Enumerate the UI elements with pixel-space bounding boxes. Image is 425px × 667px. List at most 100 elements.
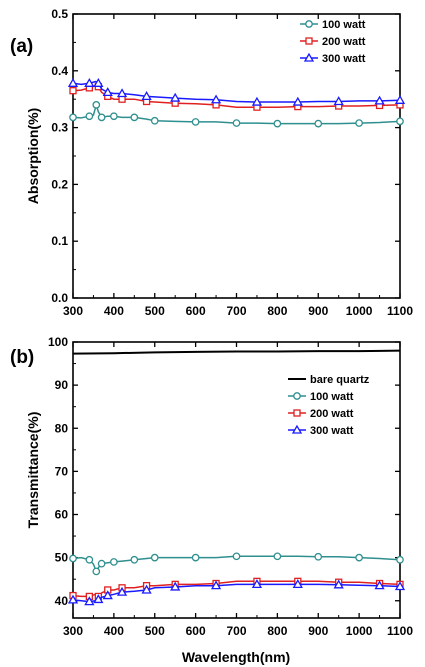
legend-swatch-marker	[305, 37, 313, 45]
series-300-watt	[67, 77, 406, 106]
data-point	[232, 119, 241, 127]
x-tick-label: 800	[267, 304, 287, 318]
data-point	[355, 553, 363, 562]
data-point	[273, 552, 282, 561]
data-point	[150, 553, 159, 562]
legend-swatch-marker	[303, 52, 315, 62]
data-point	[85, 555, 94, 564]
series-100-watt	[69, 552, 404, 576]
legend-item-300-watt: 300 watt	[288, 424, 354, 437]
data-point	[130, 113, 139, 122]
y-tick-label: 60	[55, 508, 69, 522]
y-tick-label: 80	[55, 421, 69, 435]
x-tick-label: 500	[145, 624, 165, 638]
data-point	[232, 552, 241, 561]
legend-swatch-marker	[293, 409, 301, 417]
data-point	[394, 95, 406, 104]
panel-a-absorption: 300 400 500 600 700 800 900 1000 1100 0.0 0.1 0.2 0.…	[10, 7, 413, 318]
x-tick-label: 900	[308, 304, 328, 318]
data-point	[314, 119, 323, 128]
data-point	[97, 113, 106, 122]
legend-item-300-watt: 300 watt	[300, 52, 366, 65]
y-tick-label: 0.4	[51, 64, 68, 78]
x-tick-label: 700	[226, 624, 246, 638]
legend-item-200-watt: 200 watt	[288, 408, 354, 420]
x-tick-label: 600	[186, 624, 206, 638]
data-point	[93, 77, 104, 87]
legend-label: bare quartz	[310, 374, 370, 386]
data-point	[102, 590, 113, 600]
y-tick-label: 100	[48, 335, 68, 349]
x-tick-label: 1000	[346, 304, 373, 318]
data-point	[273, 119, 282, 128]
legend-item-bare-quartz: bare quartz	[288, 374, 370, 386]
data-point	[97, 559, 106, 568]
data-point	[170, 92, 181, 102]
series-300-watt	[67, 579, 406, 606]
data-point	[394, 581, 406, 591]
x-tick-label: 400	[104, 624, 124, 638]
data-point	[92, 567, 101, 576]
legend-swatch-marker	[305, 20, 313, 28]
data-point	[374, 580, 385, 590]
data-point	[191, 118, 200, 126]
legend-label: 300 watt	[310, 425, 354, 437]
data-point	[69, 554, 77, 563]
legend: 100 watt 200 watt 300 watt	[300, 19, 366, 65]
series-bare-quartz	[72, 349, 401, 355]
data-point	[110, 558, 118, 566]
data-point	[67, 594, 79, 604]
panel-label: (b)	[10, 347, 34, 368]
data-point	[85, 112, 94, 121]
x-tick-label: 400	[104, 304, 124, 318]
data-point	[150, 116, 159, 125]
data-point	[251, 579, 263, 589]
data-point	[84, 596, 95, 606]
data-point	[292, 96, 303, 106]
y-tick-label: 0.5	[51, 7, 68, 21]
data-point	[191, 553, 200, 562]
x-tick-label: 1100	[387, 304, 413, 318]
x-tick-label: 1100	[387, 624, 413, 638]
data-point	[102, 87, 113, 97]
legend-label: 200 watt	[322, 36, 366, 48]
data-point	[396, 555, 404, 564]
y-tick-label: 0.0	[51, 291, 68, 305]
data-point	[69, 87, 77, 95]
y-tick-label: 70	[55, 464, 69, 478]
data-point	[69, 113, 77, 122]
panel-b-transmittance: 300 400 500 600 700 800 900 1000 1100 40 50 60 70 80 9…	[10, 335, 413, 665]
y-tick-label: 0.2	[51, 177, 68, 191]
data-point	[110, 112, 118, 121]
legend-label: 300 watt	[322, 53, 366, 65]
data-point	[333, 579, 344, 589]
legend-item-100-watt: 100 watt	[288, 391, 354, 403]
y-tick-label: 40	[55, 594, 69, 608]
data-point	[130, 555, 139, 564]
legend-item-100-watt: 100 watt	[300, 19, 366, 31]
panel-label: (a)	[10, 36, 33, 57]
y-axis-title: Absorption(%)	[25, 108, 41, 204]
legend-swatch-marker	[291, 424, 303, 434]
data-point	[84, 77, 95, 87]
series-200-watt	[69, 577, 404, 601]
data-point	[170, 581, 181, 591]
data-point	[116, 586, 128, 596]
legend-item-200-watt: 200 watt	[300, 36, 366, 48]
legend-label: 200 watt	[310, 408, 354, 420]
data-point	[92, 101, 101, 109]
data-point	[314, 552, 323, 561]
x-tick-label: 300	[63, 624, 83, 638]
x-tick-label: 800	[267, 624, 287, 638]
data-point	[292, 579, 303, 589]
data-point	[116, 88, 128, 98]
data-point	[396, 117, 404, 126]
data-point	[67, 77, 79, 87]
data-point	[251, 96, 263, 106]
y-tick-label: 90	[55, 378, 69, 392]
x-tick-label: 700	[226, 304, 246, 318]
y-tick-label: 50	[55, 551, 69, 565]
series-line	[72, 349, 401, 355]
x-tick-label: 300	[63, 304, 83, 318]
